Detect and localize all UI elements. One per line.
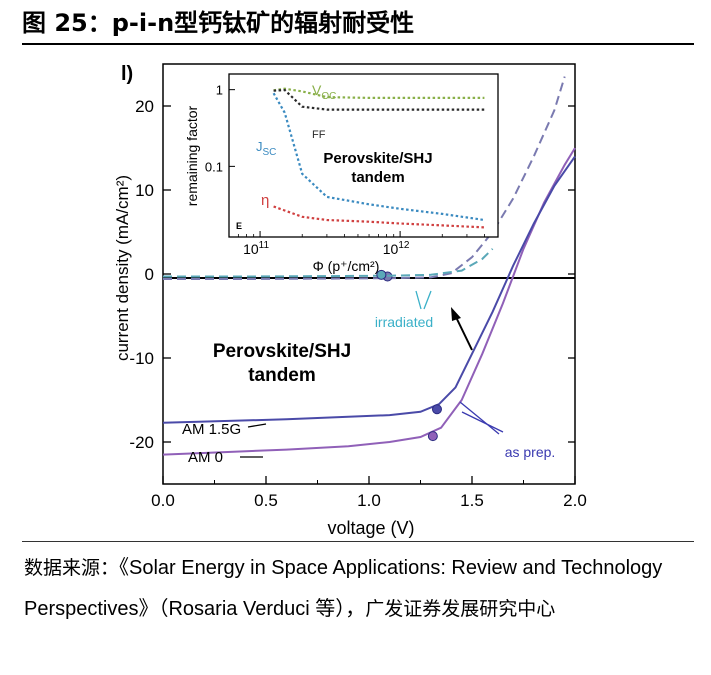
x-tick-label: 0.0	[151, 491, 175, 510]
am0-label: AM 0	[188, 449, 223, 466]
as-prep-label: as prep.	[505, 444, 556, 460]
annotation-leaders	[240, 290, 504, 458]
inset-annotation-line1: Perovskite/SHJ	[323, 150, 432, 167]
x-tick-label: 2.0	[563, 491, 587, 510]
x-tick-label: 0.5	[254, 491, 278, 510]
y-tick-label: -10	[129, 349, 154, 368]
inset-frame	[228, 73, 499, 238]
x-axis-label: voltage (V)	[327, 518, 414, 538]
series-line	[162, 155, 576, 424]
source-reference: 《Solar Energy in Space Applications: Rev…	[24, 557, 663, 620]
figure-title: 图 25：p-i-n型钙钛矿的辐射耐受性	[22, 9, 415, 37]
y-tick-label: -20	[129, 433, 154, 452]
y-tick-label: 10	[135, 181, 154, 200]
y-axis-label: current density (mA/cm²)	[113, 175, 132, 361]
source-note: 数据来源：《Solar Energy in Space Applications…	[24, 548, 684, 630]
inset-x-tick-label: 1011	[243, 240, 269, 257]
tandem-label-line2: tandem	[248, 365, 316, 386]
inset-y-tick-label: 0.1	[205, 159, 223, 174]
inset-series-line	[273, 87, 485, 99]
series-marker	[427, 431, 438, 442]
series-line	[163, 76, 566, 280]
panel-label: l)	[121, 63, 133, 85]
title-rule	[22, 43, 694, 45]
source-prefix: 数据来源：	[24, 557, 120, 579]
inset-series-line	[273, 88, 485, 111]
inset-series-label: η	[261, 192, 269, 209]
inset-y-tick-label: 1	[216, 83, 223, 98]
inset-series-line	[272, 92, 485, 222]
x-tick-label: 1.0	[357, 491, 381, 510]
y-tick-label: 0	[145, 265, 154, 284]
inset-x-axis-label: Φ (p⁺/cm²)	[313, 258, 380, 274]
series-marker	[431, 404, 442, 415]
inset-x-tick-label: 1012	[383, 240, 410, 257]
am15g-label: AM 1.5G	[182, 421, 241, 438]
series-marker	[376, 269, 387, 280]
inset-series-label: FF	[312, 129, 326, 141]
source-suffix: 广发证券发展研究中心	[365, 598, 556, 620]
inset-background	[229, 74, 498, 237]
source-rule	[22, 541, 694, 542]
arrow-icon	[451, 307, 473, 351]
y-tick-label: 20	[135, 97, 154, 116]
tandem-label-line1: Perovskite/SHJ	[213, 341, 351, 362]
inset-series-line	[273, 205, 485, 229]
x-tick-label: 1.5	[460, 491, 484, 510]
inset-annotation-line2: tandem	[351, 169, 404, 186]
inset-y-axis-label: remaining factor	[184, 105, 200, 206]
irradiated-label: irradiated	[375, 314, 433, 330]
inset-panel-label: E	[236, 221, 242, 231]
